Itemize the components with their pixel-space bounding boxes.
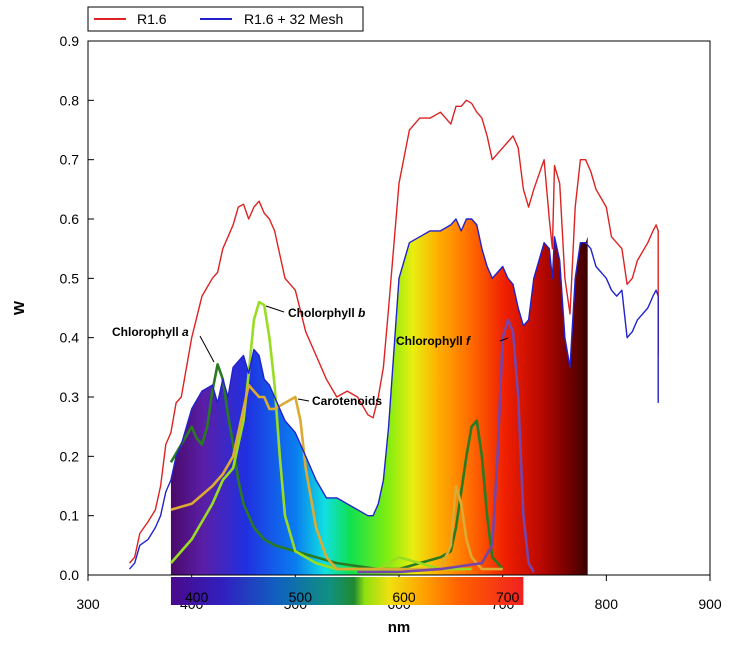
y-axis-ticks: 0.0 0.1 0.2 0.3 0.4 0.5 0.6 0.7 0.8 0.9	[60, 33, 94, 583]
color-band-tick-label: 400	[185, 589, 209, 605]
series-lines	[128, 99, 659, 574]
color-band-tick-label: 500	[289, 589, 313, 605]
annotation-chlorophyll-b: Cholorphyll b	[288, 306, 365, 320]
y-tick-label: 0.1	[60, 508, 80, 524]
series-line-chlorophyll-b	[169, 300, 472, 571]
annotation-leader	[297, 398, 310, 402]
y-tick-label: 0.9	[60, 33, 80, 49]
y-axis-label: W	[11, 300, 28, 315]
legend: R1.6 R1.6 + 32 Mesh	[87, 6, 364, 32]
y-tick-label: 0.6	[60, 211, 80, 227]
color-band-tick-label: 600	[392, 589, 416, 605]
annotation-chlorophyll-f: Chlorophyll f	[396, 334, 471, 348]
legend-label-r16-mesh: R1.6 + 32 Mesh	[244, 11, 343, 27]
annotation-chlorophyll-a: Chlorophyll a	[112, 325, 189, 339]
annotation-leader	[499, 337, 509, 342]
y-tick-label: 0.8	[60, 92, 80, 108]
y-tick-label: 0.7	[60, 152, 80, 168]
x-tick-label: 800	[595, 596, 619, 612]
x-axis-label: nm	[388, 619, 411, 636]
color-band-rect	[170, 577, 524, 605]
x-tick-label: 300	[76, 596, 100, 612]
color-band-ticks: 400 500 600 700	[185, 589, 520, 605]
annotation-carotenoids: Carotenoids	[312, 394, 382, 408]
y-tick-label: 0.2	[60, 448, 80, 464]
series-line-carotenoids	[170, 383, 503, 571]
annotations: Chlorophyll a Cholorphyll b Carotenoids Chl…	[112, 305, 509, 408]
y-tick-label: 0.0	[60, 567, 80, 583]
series-line-chlorophyll-a	[169, 363, 504, 571]
legend-label-r16: R1.6	[137, 11, 167, 27]
x-tick-label: 900	[698, 596, 722, 612]
color-band-tick-label: 700	[496, 589, 520, 605]
y-tick-label: 0.4	[60, 330, 80, 346]
wavelength-color-band: 400 500 600 700	[170, 577, 524, 605]
series-line-r1-6-32-mesh	[128, 218, 659, 570]
y-tick-label: 0.5	[60, 270, 80, 286]
series-line-chlorophyll-f	[357, 318, 535, 574]
y-tick-label: 0.3	[60, 389, 80, 405]
annotation-leader	[265, 305, 285, 313]
series-line-r1-6	[128, 99, 659, 564]
annotation-leader	[199, 335, 215, 363]
